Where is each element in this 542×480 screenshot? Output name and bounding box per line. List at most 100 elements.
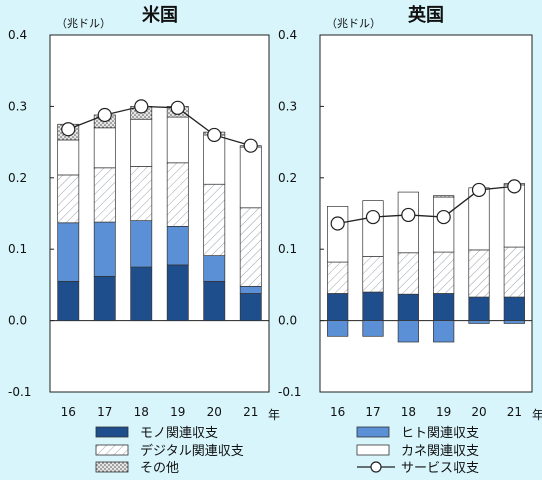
- bar-hito-us-16: [57, 222, 80, 282]
- legend-swatch-digital: [95, 444, 129, 456]
- bar-digital-us-21: [239, 207, 262, 287]
- bar-digital-us-18: [130, 166, 153, 221]
- bar-digital-uk-18: [397, 252, 419, 295]
- y-tick-label-us: 0.3: [8, 99, 27, 113]
- bar-hito-us-19: [166, 226, 189, 266]
- service-point-us-20: [207, 127, 222, 143]
- bar-mono-uk-21: [503, 296, 525, 321]
- legend-label-hito: ヒト関連収支: [401, 426, 479, 441]
- bar-mono-us-21: [239, 293, 262, 321]
- bar-digital-uk-19: [433, 251, 455, 294]
- legend-label-other: その他: [140, 461, 179, 476]
- service-point-uk-18: [401, 207, 416, 223]
- bar-other-uk-19: [433, 195, 455, 198]
- bar-kane-us-19: [166, 116, 189, 164]
- service-point-us-19: [170, 100, 185, 115]
- bar-hito-us-21: [239, 285, 262, 294]
- bar-kane-uk-20: [468, 187, 490, 251]
- service-point-uk-16: [330, 216, 345, 231]
- bar-mono-uk-16: [327, 293, 349, 321]
- bar-hito-uk-18: [397, 320, 419, 343]
- bar-mono-us-16: [57, 280, 80, 321]
- x-tick-label-uk: 20: [471, 405, 486, 419]
- y-tick-label-uk: 0.1: [278, 242, 297, 256]
- legend-swatch-other: [95, 461, 129, 473]
- bar-mono-uk-17: [362, 291, 384, 321]
- bar-kane-uk-17: [362, 200, 384, 257]
- x-tick-label-us: 21: [243, 405, 258, 419]
- bar-digital-uk-21: [503, 246, 525, 298]
- bar-kane-us-20: [203, 134, 226, 185]
- bar-kane-us-17: [93, 127, 116, 169]
- plot-area-uk: [319, 34, 533, 393]
- service-point-uk-20: [471, 182, 487, 198]
- y-tick-label-us: 0.1: [8, 242, 27, 256]
- legend-label-line: サービス収支: [401, 461, 479, 476]
- bar-hito-uk-17: [362, 320, 384, 337]
- bar-mono-us-19: [166, 264, 189, 321]
- legend-swatch-hito: [356, 426, 390, 438]
- x-tick-label-uk: 21: [507, 405, 522, 419]
- bar-kane-uk-18: [397, 191, 419, 254]
- bar-hito-uk-16: [327, 320, 349, 337]
- service-point-us-21: [243, 138, 258, 153]
- y-tick-label-uk: 0.2: [278, 171, 297, 185]
- service-point-us-17: [97, 107, 112, 123]
- bar-hito-us-17: [93, 221, 116, 277]
- x-tick-label-us: 16: [61, 405, 76, 419]
- legend-swatch-mono: [95, 426, 129, 438]
- x-tick-label-uk: 17: [365, 405, 380, 419]
- bar-digital-us-16: [57, 174, 80, 224]
- plot-area-us: [49, 34, 270, 393]
- y-tick-label-us: 0.0: [8, 314, 27, 328]
- service-point-us-16: [61, 122, 76, 137]
- x-tick-label-uk: 19: [436, 405, 451, 419]
- bar-digital-uk-20: [468, 249, 490, 298]
- bar-mono-us-18: [130, 266, 153, 321]
- bar-mono-us-20: [203, 280, 226, 321]
- x-tick-label-us: 20: [207, 405, 222, 419]
- bar-hito-uk-21: [503, 320, 525, 324]
- year-suffix-us: 年: [268, 408, 280, 422]
- y-tick-label-us: -0.1: [8, 385, 31, 399]
- chart-title-us: 米国: [142, 4, 178, 26]
- bar-kane-us-21: [239, 146, 262, 209]
- legend-swatch-service-marker: [370, 461, 382, 473]
- bar-hito-us-20: [203, 255, 226, 282]
- bar-mono-uk-19: [433, 293, 455, 321]
- legend-label-kane: カネ関連収支: [401, 444, 479, 459]
- bar-hito-uk-20: [468, 320, 490, 324]
- service-point-uk-19: [436, 209, 451, 225]
- x-tick-label-uk: 16: [330, 405, 345, 419]
- service-point-us-18: [134, 99, 149, 114]
- x-tick-label-us: 17: [97, 405, 112, 419]
- bar-digital-us-19: [166, 162, 189, 227]
- y-tick-label-us: 0.2: [8, 171, 27, 185]
- bar-hito-us-18: [130, 220, 153, 268]
- legend-label-digital: デジタル関連収支: [140, 443, 244, 459]
- bar-kane-uk-16: [327, 206, 349, 263]
- service-point-uk-21: [507, 179, 522, 194]
- bar-digital-us-17: [93, 167, 116, 223]
- service-point-uk-17: [365, 209, 381, 225]
- unit-label-uk: （兆ドル）: [326, 17, 381, 30]
- x-tick-label-uk: 18: [401, 405, 416, 419]
- chart-title-uk: 英国: [407, 4, 444, 26]
- bar-digital-uk-17: [362, 255, 384, 293]
- bar-mono-uk-18: [397, 293, 419, 321]
- bar-kane-uk-19: [433, 196, 455, 253]
- bar-mono-us-17: [93, 275, 116, 321]
- y-tick-label-uk: -0.1: [278, 385, 301, 399]
- bar-kane-us-18: [130, 118, 153, 167]
- y-tick-label-uk: 0.0: [278, 314, 297, 328]
- x-tick-label-us: 19: [170, 405, 185, 419]
- bar-digital-uk-16: [327, 261, 349, 294]
- bar-hito-uk-19: [433, 320, 455, 343]
- y-tick-label-uk: 0.4: [278, 28, 297, 42]
- legend-label-mono: モノ関連収支: [140, 426, 218, 441]
- year-suffix-uk: 年: [532, 408, 542, 422]
- bar-kane-us-16: [57, 139, 80, 176]
- legend-swatch-kane: [356, 444, 390, 456]
